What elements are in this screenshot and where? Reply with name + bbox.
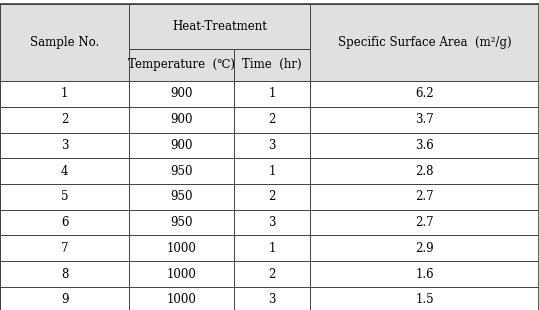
Bar	[234, 210, 310, 236]
Bar	[0, 3, 129, 81]
Bar	[310, 184, 539, 210]
Bar	[234, 236, 310, 261]
Text: 3: 3	[268, 139, 276, 152]
Text: 1000: 1000	[167, 268, 197, 281]
Bar	[234, 81, 310, 107]
Text: 2: 2	[268, 190, 276, 203]
Bar	[129, 261, 234, 287]
Bar	[129, 236, 234, 261]
Bar	[0, 133, 129, 158]
Text: 1000: 1000	[167, 242, 197, 255]
Bar	[310, 287, 539, 310]
Text: 6.2: 6.2	[415, 87, 434, 100]
Bar	[0, 158, 129, 184]
Bar	[0, 210, 129, 236]
Bar	[129, 210, 234, 236]
Bar	[310, 158, 539, 184]
Text: 9: 9	[61, 293, 68, 306]
Text: 5: 5	[61, 190, 68, 203]
Text: Sample No.: Sample No.	[30, 36, 99, 49]
Bar	[129, 184, 234, 210]
Bar	[129, 3, 310, 48]
Text: 900: 900	[171, 87, 193, 100]
Text: 2.7: 2.7	[415, 190, 434, 203]
Bar	[234, 184, 310, 210]
Text: 7: 7	[61, 242, 68, 255]
Bar	[0, 184, 129, 210]
Text: 900: 900	[171, 139, 193, 152]
Text: 3: 3	[61, 139, 68, 152]
Bar	[234, 287, 310, 310]
Text: 950: 950	[171, 216, 193, 229]
Text: 2.8: 2.8	[415, 165, 434, 178]
Bar	[129, 48, 234, 81]
Text: 6: 6	[61, 216, 68, 229]
Text: 2: 2	[268, 113, 276, 126]
Text: 1000: 1000	[167, 293, 197, 306]
Text: 950: 950	[171, 190, 193, 203]
Bar	[310, 261, 539, 287]
Text: 2: 2	[61, 113, 68, 126]
Text: Specific Surface Area  (m²/g): Specific Surface Area (m²/g)	[337, 36, 512, 49]
Bar	[234, 261, 310, 287]
Bar	[234, 107, 310, 133]
Bar	[310, 107, 539, 133]
Bar	[310, 81, 539, 107]
Bar	[129, 287, 234, 310]
Text: 2: 2	[268, 268, 276, 281]
Bar	[234, 158, 310, 184]
Text: 1: 1	[268, 242, 276, 255]
Text: 8: 8	[61, 268, 68, 281]
Text: 900: 900	[171, 113, 193, 126]
Text: 1: 1	[61, 87, 68, 100]
Text: 1: 1	[268, 87, 276, 100]
Bar	[0, 81, 129, 107]
Bar	[129, 107, 234, 133]
Bar	[234, 133, 310, 158]
Bar	[129, 158, 234, 184]
Text: 1.6: 1.6	[415, 268, 434, 281]
Text: 3.7: 3.7	[415, 113, 434, 126]
Text: 1.5: 1.5	[415, 293, 434, 306]
Text: Heat-Treatment: Heat-Treatment	[172, 20, 267, 33]
Text: 2.9: 2.9	[415, 242, 434, 255]
Text: 3: 3	[268, 293, 276, 306]
Text: Temperature  (℃): Temperature (℃)	[128, 58, 236, 71]
Bar	[310, 3, 539, 81]
Text: 3: 3	[268, 216, 276, 229]
Text: 950: 950	[171, 165, 193, 178]
Text: 2.7: 2.7	[415, 216, 434, 229]
Text: 3.6: 3.6	[415, 139, 434, 152]
Bar	[129, 133, 234, 158]
Bar	[0, 287, 129, 310]
Bar	[310, 236, 539, 261]
Text: 4: 4	[61, 165, 68, 178]
Text: Time  (hr): Time (hr)	[243, 58, 302, 71]
Bar	[0, 107, 129, 133]
Text: 1: 1	[268, 165, 276, 178]
Bar	[129, 81, 234, 107]
Bar	[234, 48, 310, 81]
Bar	[310, 210, 539, 236]
Bar	[310, 133, 539, 158]
Bar	[0, 236, 129, 261]
Bar	[0, 261, 129, 287]
